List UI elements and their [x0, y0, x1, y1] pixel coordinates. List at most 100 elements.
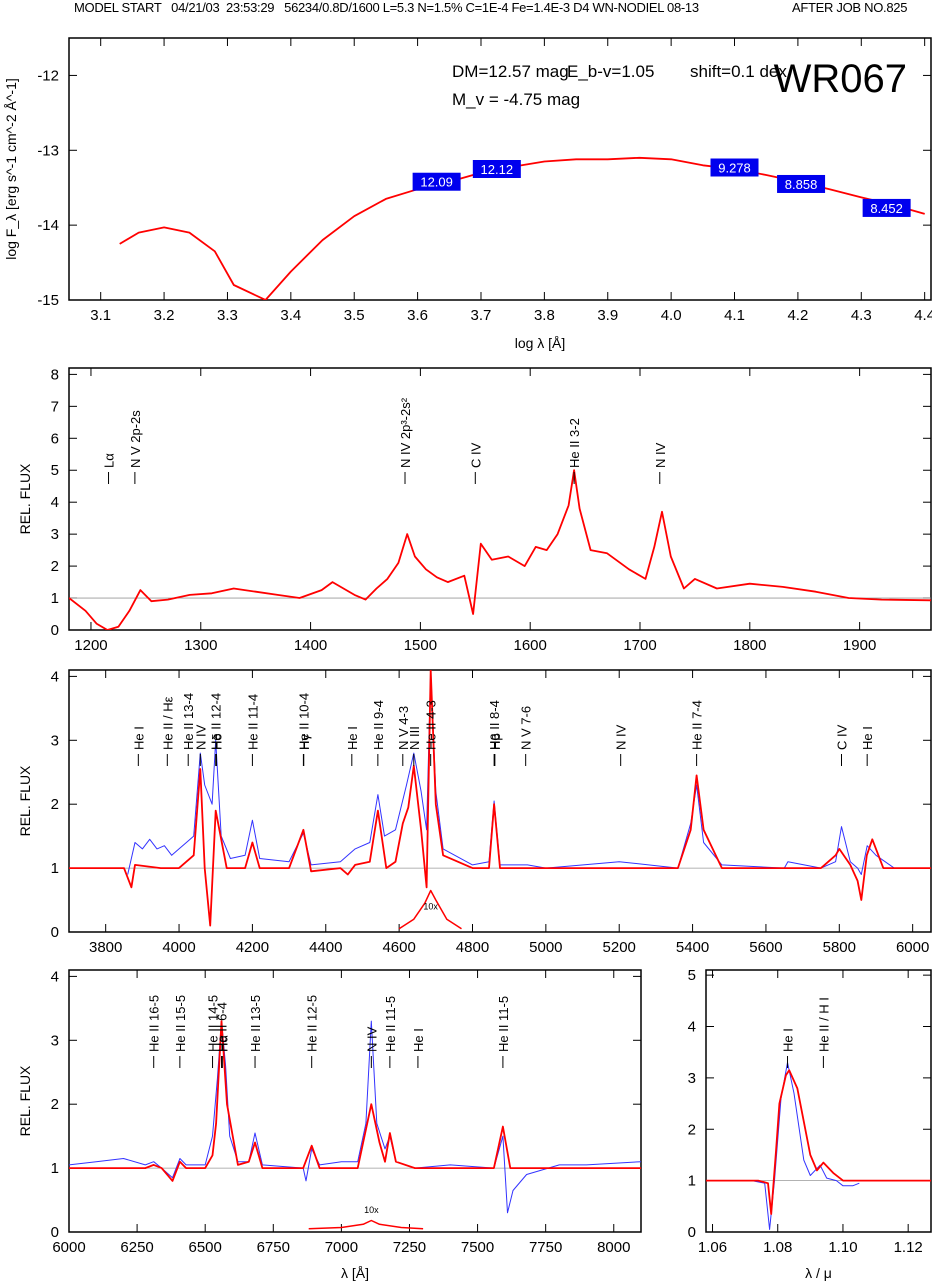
opt-line-label: N IV — [193, 724, 208, 750]
sed-x-axis-label: log λ [Å] — [515, 335, 566, 351]
opt-y-tick-label: 3 — [51, 732, 59, 749]
red-x-tick-label: 6250 — [120, 1239, 153, 1256]
sed-y-tick-label: -13 — [37, 142, 59, 159]
red-x-tick-label: 7750 — [529, 1239, 562, 1256]
photometry-box — [472, 160, 521, 178]
ir-series-model — [706, 1069, 931, 1215]
uv-y-tick-label: 7 — [51, 398, 59, 415]
ir-frame — [705, 969, 932, 1233]
uv-x-tick-label: 1600 — [514, 637, 547, 654]
ir-line-label: He I — [781, 1028, 796, 1052]
ir-y-tick-label: 2 — [688, 1121, 696, 1138]
uv-y-tick-label: 5 — [51, 462, 59, 479]
opt-x-tick-label: 5200 — [603, 939, 636, 956]
ir-y-tick-label: 4 — [688, 1019, 696, 1036]
run-header: MODEL START 04/21/03 23:53:29 56234/0.8D… — [0, 0, 932, 22]
uv-y-tick-label: 1 — [51, 590, 59, 607]
sed-x-tick-label: 3.4 — [280, 307, 301, 324]
photometry-box — [777, 174, 826, 193]
uv-frame — [68, 367, 932, 631]
sed-x-tick-label: 3.2 — [154, 307, 175, 324]
uv-line-label: N V 2p-2s — [128, 410, 143, 468]
sed-x-tick-label: 4.2 — [787, 307, 808, 324]
uv-line-label: N IV — [653, 442, 668, 468]
uv-line-label: C IV — [468, 442, 483, 468]
photometry-mag: 8.858 — [785, 177, 818, 192]
red-y-tick-label: 1 — [51, 1160, 59, 1177]
opt-x-tick-label: 4000 — [162, 939, 195, 956]
red-line-label: He II 13-5 — [248, 995, 263, 1052]
ir-x-tick-label: 1.06 — [698, 1239, 727, 1256]
opt-y-tick-label: 2 — [51, 796, 59, 813]
opt-line-label: Hδ — [209, 733, 224, 750]
photometry-mag: 9.278 — [718, 161, 751, 176]
red-line-label: He II 12-5 — [305, 995, 320, 1052]
uv-line-label: He II 3-2 — [567, 418, 582, 468]
red-y-tick-label: 0 — [51, 1224, 59, 1241]
opt-x-tick-label: 4400 — [309, 939, 342, 956]
red-line-label: He II 11-5 — [383, 996, 398, 1052]
red-line-label: He II 15-5 — [173, 995, 188, 1052]
uv-y-axis-label: REL. FLUX — [17, 463, 33, 534]
uv-y-tick-label: 0 — [51, 622, 59, 639]
opt-line-label: He II 13-4 — [181, 693, 196, 750]
ir-line-label: He II / H I — [816, 997, 831, 1052]
sed-y-tick-label: -12 — [37, 67, 59, 84]
ir-x-tick-label: 1.08 — [763, 1239, 792, 1256]
color-excess: E_b-v=1.05 — [567, 62, 654, 81]
uv-y-tick-label: 4 — [51, 494, 59, 511]
ir-series-observed — [732, 1062, 860, 1230]
flux-shift: shift=0.1 dex — [690, 62, 787, 81]
sed-x-tick-label: 4.0 — [661, 307, 682, 324]
photometry-mag: 12.12 — [481, 162, 514, 177]
red-inset-label: 10x — [364, 1205, 379, 1215]
uv-x-tick-label: 1900 — [843, 637, 876, 654]
red-line-label: He II 6-4 — [215, 1002, 230, 1052]
opt-x-tick-label: 5800 — [823, 939, 856, 956]
uv-x-tick-label: 1300 — [184, 637, 217, 654]
ir-y-tick-label: 5 — [688, 967, 696, 984]
opt-line-label: Hγ — [297, 734, 312, 750]
opt-x-tick-label: 4800 — [456, 939, 489, 956]
uv-y-tick-label: 3 — [51, 526, 59, 543]
red-line-label: He II 11-5 — [496, 996, 511, 1052]
opt-line-label: He II 10-4 — [296, 693, 311, 750]
red-x-tick-label: 8000 — [597, 1239, 630, 1256]
opt-line-label: He I — [345, 726, 360, 750]
red-x-axis-label: λ [Å] — [341, 1265, 369, 1281]
red-y-tick-label: 2 — [51, 1096, 59, 1113]
ir-panel: 1.06 1.08 1.10 1.12 0 1 2 3 4 5 He I He II / H I λ /… — [688, 967, 932, 1281]
sed-y-tick-label: -15 — [37, 292, 59, 309]
absolute-magnitude: M_v = -4.75 mag — [452, 90, 580, 109]
opt-x-tick-label: 5600 — [749, 939, 782, 956]
opt-line-label: He I — [131, 726, 146, 750]
opt-x-tick-label: 5000 — [529, 939, 562, 956]
header-job-info: AFTER JOB NO.825 — [792, 0, 908, 15]
red-x-tick-label: 7250 — [393, 1239, 426, 1256]
opt-y-tick-label: 4 — [51, 668, 59, 685]
red-line-label: He II 14-5 — [206, 995, 221, 1052]
red-y-tick-label: 4 — [51, 968, 59, 985]
opt-x-tick-label: 4600 — [382, 939, 415, 956]
opt-x-tick-label: 6000 — [896, 939, 929, 956]
red-series-model — [69, 1020, 641, 1182]
sed-x-tick-label: 3.8 — [534, 307, 555, 324]
sed-y-axis-label: log F_λ [erg s^-1 cm^-2 Å^-1] — [3, 78, 19, 260]
photometry-mag: 8.452 — [870, 201, 903, 216]
red-y-axis-label: REL. FLUX — [17, 1065, 33, 1136]
opt-line-label: He II / Hε — [160, 696, 175, 750]
red-x-tick-label: 7000 — [325, 1239, 358, 1256]
sed-x-tick-label: 3.5 — [344, 307, 365, 324]
red-y-tick-label: 3 — [51, 1032, 59, 1049]
sed-x-tick-label: 3.3 — [217, 307, 238, 324]
opt-line-label: He II 8-4 — [487, 700, 502, 750]
ir-y-tick-label: 1 — [688, 1173, 696, 1190]
uv-y-tick-label: 2 — [51, 558, 59, 575]
sed-y-tick-label: -14 — [37, 217, 59, 234]
opt-x-tick-label: 3800 — [89, 939, 122, 956]
uv-panel: 1200 1300 1400 1500 1600 1700 1800 1900 0 1 2 3 4 5 6 7… — [17, 366, 932, 654]
opt-series-model — [69, 670, 931, 927]
uv-y-tick-label: 6 — [51, 430, 59, 447]
opt-y-tick-label: 0 — [51, 924, 59, 941]
opt-series-observed — [127, 670, 931, 875]
